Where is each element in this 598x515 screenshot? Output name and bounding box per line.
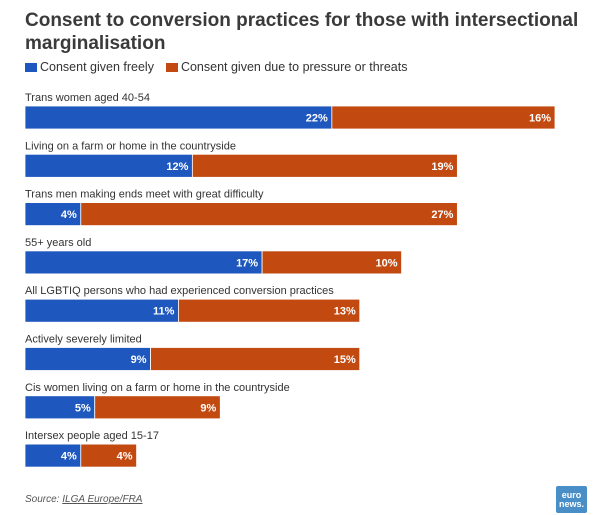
logo-line-2: news. — [558, 498, 584, 509]
data-label: 9% — [131, 354, 147, 366]
bar-segment-consent-pressure — [261, 250, 402, 275]
bar-segment-consent-pressure — [150, 347, 361, 371]
bar-segment-consent-freely — [24, 250, 263, 275]
data-label: 16% — [529, 113, 551, 125]
legend-swatch-consent-freely — [25, 62, 37, 72]
category-label: All LGBTIQ persons who had experienced c… — [25, 285, 334, 297]
data-label: 22% — [306, 113, 328, 125]
bar-segment-consent-pressure — [191, 153, 458, 178]
category-label: Trans women aged 40-54 — [25, 92, 150, 104]
bar-segment-consent-pressure — [80, 443, 137, 468]
legend-label-consent-pressure: Consent given due to pressure or threats — [180, 60, 408, 74]
data-label: 13% — [334, 306, 356, 318]
source-note: Source: ILGA Europe/FRA — [25, 494, 142, 505]
bar-segment-consent-freely — [24, 105, 333, 130]
legend-item-consent-freely: Consent given freely — [25, 60, 154, 74]
category-label: Living on a farm or home in the countrys… — [25, 140, 236, 152]
data-label: 27% — [431, 209, 453, 221]
source-prefix: Source: — [25, 494, 63, 505]
category-label: Cis women living on a farm or home in th… — [25, 382, 290, 394]
bar-segment-consent-pressure — [94, 395, 221, 420]
data-label: 15% — [334, 354, 356, 366]
bar-segment-consent-pressure — [331, 105, 556, 130]
data-label: 4% — [117, 451, 133, 463]
legend-swatch-consent-pressure — [165, 62, 178, 72]
data-label: 4% — [61, 451, 77, 463]
data-label: 19% — [431, 161, 453, 173]
legend: Consent given freely Consent given due t… — [25, 60, 419, 74]
legend-item-consent-pressure: Consent given due to pressure or threats — [165, 60, 408, 74]
data-label: 12% — [166, 161, 188, 173]
data-label: 4% — [61, 209, 77, 221]
data-label: 5% — [75, 402, 91, 414]
source-link[interactable]: ILGA Europe/FRA — [62, 494, 143, 505]
data-label: 9% — [200, 402, 216, 414]
category-label: Trans men making ends meet with great di… — [25, 189, 264, 201]
data-label: 10% — [376, 257, 398, 269]
category-label: Actively severely limited — [25, 334, 142, 346]
category-label: 55+ years old — [25, 237, 91, 249]
data-label: 11% — [153, 306, 175, 318]
bar-segment-consent-pressure — [178, 298, 361, 323]
legend-label-consent-freely: Consent given freely — [40, 60, 154, 74]
bar-segment-consent-pressure — [80, 202, 458, 227]
data-label: 17% — [236, 257, 258, 269]
chart-title: Consent to conversion practices for thos… — [25, 10, 579, 54]
logo-line-1: euro — [561, 489, 582, 500]
category-label: Intersex people aged 15-17 — [25, 430, 159, 442]
euronews-logo: euro news. — [556, 486, 587, 513]
